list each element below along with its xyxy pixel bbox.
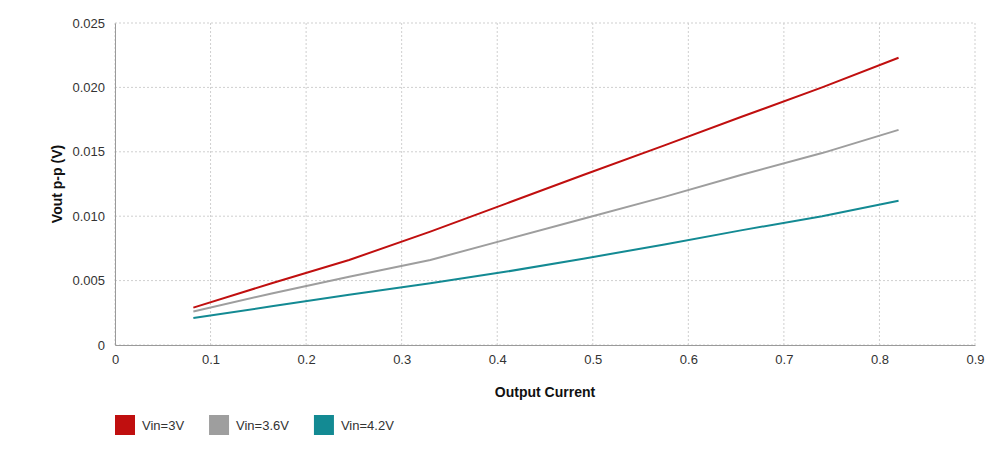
legend-item: Vin=4.2V xyxy=(314,415,394,435)
y-tick-label: 0.025 xyxy=(72,16,105,31)
grid-line-x xyxy=(783,23,784,345)
grid-line-y xyxy=(115,151,975,152)
plot-area xyxy=(193,58,898,318)
x-tick: 0.7 xyxy=(775,345,793,367)
y-axis: 0 0.005 0.010 0.015 0.020 0.025 xyxy=(72,16,115,353)
x-tick-label: 0.6 xyxy=(680,352,698,367)
x-tick: 0.5 xyxy=(584,345,602,367)
legend-label: Vin=4.2V xyxy=(341,418,394,433)
y-tick-label: 0.015 xyxy=(72,144,105,159)
legend-swatch xyxy=(209,415,229,435)
x-axis-line xyxy=(116,345,976,346)
grid-line-x xyxy=(879,23,880,345)
grid-line-y xyxy=(115,280,975,281)
x-axis-title: Output Current xyxy=(495,384,596,400)
legend-swatch xyxy=(115,415,135,435)
legend: Vin=3V Vin=3.6V Vin=4.2V xyxy=(115,415,394,435)
x-tick: 0.1 xyxy=(202,345,220,367)
y-tick: 0.025 xyxy=(72,16,115,31)
grid-line-x xyxy=(401,23,402,345)
x-tick-label: 0 xyxy=(112,352,119,367)
grid-line-x xyxy=(975,23,976,345)
x-tick-label: 0.2 xyxy=(298,352,316,367)
y-tick: 0 xyxy=(98,338,115,353)
y-tick-label: 0.020 xyxy=(72,80,105,95)
x-tick-label: 0.8 xyxy=(871,352,889,367)
x-axis: 0 0.1 0.2 0.3 0.4 0.5 0.6 0.7 0.8 0.9 xyxy=(112,345,985,367)
y-tick-label: 0 xyxy=(98,338,105,353)
x-tick-label: 0.1 xyxy=(202,352,220,367)
series-line xyxy=(193,201,898,318)
y-tick-label: 0.005 xyxy=(72,273,105,288)
y-tick: 0.015 xyxy=(72,144,115,159)
legend-swatch xyxy=(314,415,334,435)
chart: 00.10.20.30.40.50.60.70.80.900.0050.0100… xyxy=(0,0,1000,457)
x-tick-label: 0.5 xyxy=(584,352,602,367)
x-tick: 0.8 xyxy=(871,345,889,367)
grid-line-x xyxy=(210,23,211,345)
x-tick: 0.2 xyxy=(298,345,316,367)
x-tick: 0.6 xyxy=(680,345,698,367)
grid-line-x xyxy=(306,23,307,345)
x-tick-label: 0.7 xyxy=(775,352,793,367)
legend-item: Vin=3V xyxy=(115,415,184,435)
y-tick: 0.005 xyxy=(72,273,115,288)
y-axis-line xyxy=(115,24,116,346)
x-tick-label: 0.9 xyxy=(966,352,984,367)
grid-line-x xyxy=(115,23,116,345)
grid-line-y xyxy=(115,87,975,88)
y-tick: 0.020 xyxy=(72,80,115,95)
grid xyxy=(115,23,975,345)
x-tick: 0.9 xyxy=(966,345,984,367)
y-axis-title: Vout p-p (V) xyxy=(49,145,65,223)
series-line xyxy=(193,58,898,308)
legend-item: Vin=3.6V xyxy=(209,415,289,435)
y-tick: 0.010 xyxy=(72,209,115,224)
x-tick-label: 0.4 xyxy=(489,352,507,367)
x-tick: 0.3 xyxy=(393,345,411,367)
x-tick: 0 xyxy=(112,345,119,367)
grid-line-y xyxy=(115,345,975,346)
x-tick: 0.4 xyxy=(489,345,507,367)
grid-line-x xyxy=(497,23,498,345)
y-tick-label: 0.010 xyxy=(72,209,105,224)
x-tick-label: 0.3 xyxy=(393,352,411,367)
grid-line-x xyxy=(592,23,593,345)
grid-line-y xyxy=(115,23,975,24)
legend-label: Vin=3V xyxy=(142,418,184,433)
grid-line-x xyxy=(688,23,689,345)
legend-label: Vin=3.6V xyxy=(236,418,289,433)
grid-line-y xyxy=(115,216,975,217)
